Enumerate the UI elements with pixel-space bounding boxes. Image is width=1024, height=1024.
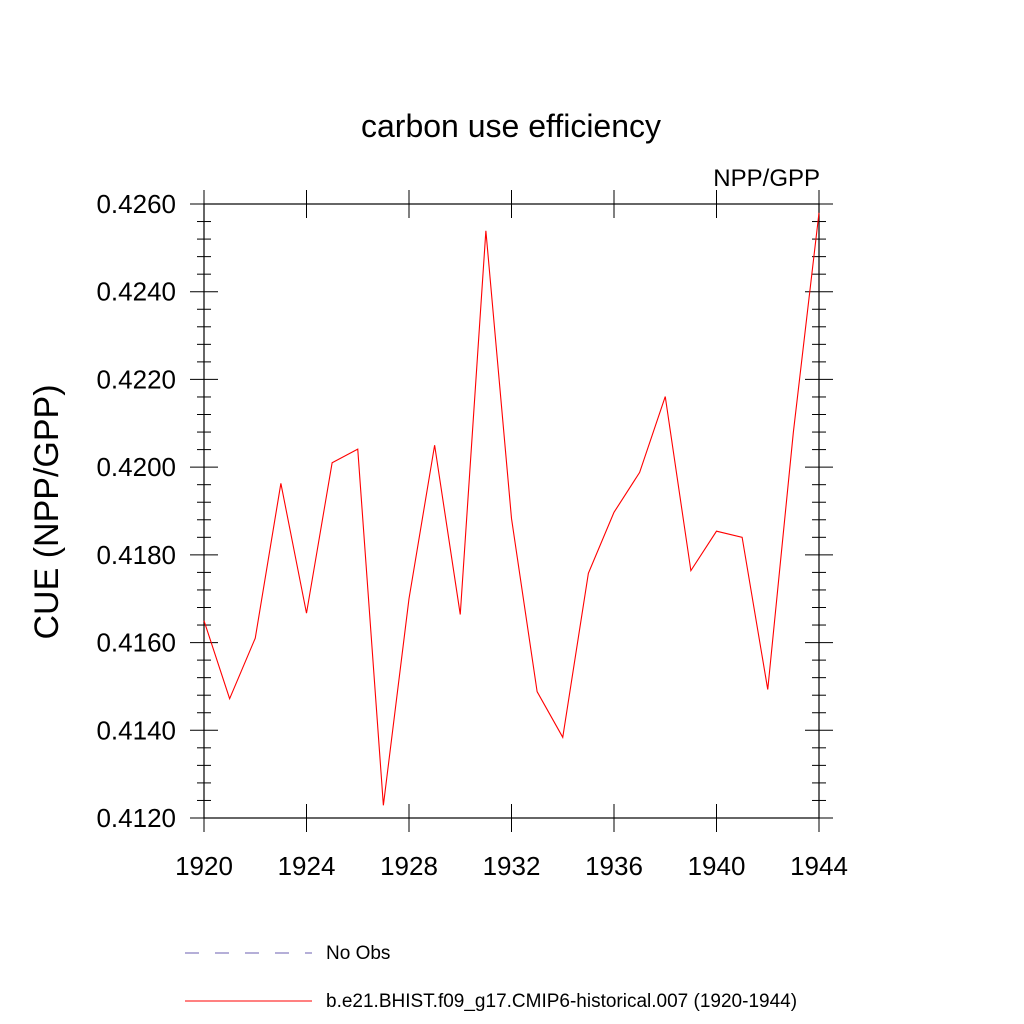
x-tick-label: 1920 xyxy=(175,851,233,881)
series-layer xyxy=(203,211,821,807)
data-point xyxy=(433,444,436,447)
data-point xyxy=(254,637,257,640)
x-tick-label: 1944 xyxy=(790,851,848,881)
x-tick-label: 1932 xyxy=(483,851,541,881)
data-point xyxy=(741,536,744,539)
data-point xyxy=(203,619,206,622)
data-point xyxy=(484,229,487,232)
y-tick-label: 0.4120 xyxy=(96,803,176,833)
y-tick-label: 0.4200 xyxy=(96,452,176,482)
data-point xyxy=(305,612,308,615)
y-tick-label: 0.4180 xyxy=(96,540,176,570)
chart-subtitle-right: NPP/GPP xyxy=(713,165,820,192)
series-line-1 xyxy=(203,212,820,806)
data-point xyxy=(587,572,590,575)
x-tick-label: 1924 xyxy=(278,851,336,881)
y-axis: 0.4120 0.4140 0.4160 0.4180 0.4200 0.4220 0.42… xyxy=(96,189,833,833)
data-point xyxy=(536,690,539,693)
data-point xyxy=(766,688,769,691)
plot-frame xyxy=(203,203,820,819)
data-point xyxy=(382,804,385,807)
y-tick-label: 0.4240 xyxy=(96,277,176,307)
y-axis-label: CUE (NPP/GPP) xyxy=(28,384,66,639)
y-tick-label: 0.4140 xyxy=(96,715,176,745)
data-point xyxy=(331,461,334,464)
data-point xyxy=(356,448,359,451)
x-axis: 1920 1924 1928 1932 1936 1940 1944 xyxy=(175,190,848,881)
data-point xyxy=(459,613,462,616)
data-point xyxy=(792,431,795,434)
data-point xyxy=(279,482,282,485)
data-point xyxy=(408,597,411,600)
x-tick-label: 1940 xyxy=(688,851,746,881)
chart-title: carbon use efficiency xyxy=(361,108,661,144)
data-point xyxy=(715,530,718,533)
legend-label-no-obs: No Obs xyxy=(326,943,390,964)
data-point xyxy=(689,569,692,572)
data-point xyxy=(228,697,231,700)
data-point xyxy=(818,211,821,214)
data-point xyxy=(664,395,667,398)
legend: No Obs b.e21.BHIST.f09_g17.CMIP6-histori… xyxy=(185,943,797,1012)
data-point xyxy=(613,511,616,514)
legend-label-model: b.e21.BHIST.f09_g17.CMIP6-historical.007… xyxy=(326,991,797,1012)
y-tick-label: 0.4220 xyxy=(96,364,176,394)
x-tick-label: 1936 xyxy=(585,851,643,881)
data-point xyxy=(510,517,513,520)
data-point xyxy=(561,736,564,739)
data-point xyxy=(638,471,641,474)
y-tick-label: 0.4260 xyxy=(96,189,176,219)
x-tick-label: 1928 xyxy=(380,851,438,881)
y-tick-label: 0.4160 xyxy=(96,628,176,658)
